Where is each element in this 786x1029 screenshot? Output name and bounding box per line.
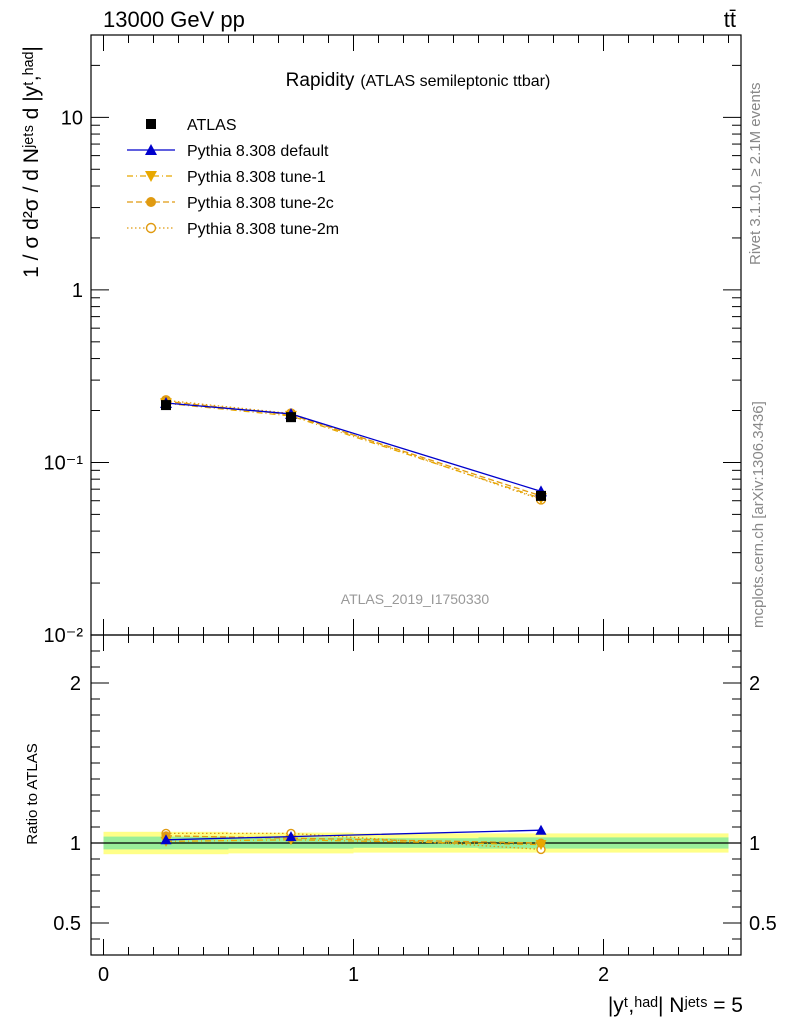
- ratio-y-tick-label-right: 1: [749, 833, 760, 855]
- x-axis-label: |yᵗ,ʰᵃᵈ| Nʲᵉᵗˢ = 5: [608, 994, 743, 1017]
- series-marker: [536, 490, 546, 501]
- main-title: Rapidity (ATLAS semileptonic ttbar): [286, 70, 551, 91]
- ratio-axis-ticks: [91, 635, 741, 955]
- legend-label: ATLAS: [187, 117, 237, 134]
- ratio-y-axis-label: Ratio to ATLAS: [24, 743, 41, 844]
- main-y-tick-label: 1: [72, 280, 83, 302]
- x-tick-label: 0: [98, 964, 109, 986]
- x-tick-label: 2: [598, 964, 609, 986]
- series-marker: [535, 840, 547, 851]
- ratio-y-tick-label-right: 2: [749, 673, 760, 695]
- series-marker: [145, 222, 157, 234]
- mcplots-label: mcplots.cern.ch [arXiv:1306.3436]: [750, 401, 767, 628]
- ratio-panel: 0.5 0.5 1 1 2 2 0 1 2 Ratio to ATLAS |yᵗ,ʰᵃᵈ| Nʲ…: [24, 634, 777, 1017]
- main-y-tick-label: 10⁻¹: [44, 452, 84, 474]
- ratio-frame: [90, 634, 742, 956]
- series-atlas: [161, 400, 546, 501]
- legend-entry: ATLAS: [146, 117, 237, 134]
- ratio-y-tick-label-right: 0.5: [749, 913, 777, 935]
- legend-entry: Pythia 8.308 tune-2m: [127, 221, 339, 238]
- series-pythia-8-308-tune-2m: [160, 395, 547, 505]
- main-subtitle-text: (ATLAS semileptonic ttbar): [360, 73, 550, 90]
- series-line: [165, 400, 542, 497]
- main-axis-ticks: [91, 34, 741, 636]
- series-marker: [146, 119, 156, 129]
- legend-entry: Pythia 8.308 default: [127, 143, 329, 160]
- ratio-y-tick-label-left: 2: [70, 673, 81, 695]
- series-marker: [160, 834, 172, 845]
- main-y-tick-label: 10: [61, 107, 83, 129]
- energy-label: 13000 GeV pp: [103, 7, 245, 32]
- legend-label: Pythia 8.308 tune-1: [187, 169, 326, 186]
- series-marker: [161, 400, 171, 411]
- legend-label: Pythia 8.308 default: [187, 143, 329, 160]
- series-marker: [145, 171, 157, 182]
- ratio-uncertainty-bands: [91, 831, 741, 855]
- ratio-series-line: [165, 839, 542, 846]
- series-pythia-8-308-tune-2c: [161, 396, 546, 501]
- main-panel: 10⁻² 10⁻¹ 1 10 Rapidity (ATLAS semileptonic …: [20, 34, 742, 647]
- series-marker: [146, 197, 156, 207]
- ratio-y-tick-label-left: 0.5: [53, 913, 81, 935]
- legend-entry: Pythia 8.308 tune-1: [127, 169, 326, 186]
- main-y-tick-label: 10⁻²: [44, 625, 84, 647]
- legend-label: Pythia 8.308 tune-2c: [187, 195, 334, 212]
- series-marker: [286, 412, 296, 423]
- series-marker: [535, 824, 547, 835]
- series-line: [165, 402, 542, 499]
- x-tick-label: 1: [348, 964, 359, 986]
- ratio-series-pythia-8-308-default: [160, 824, 547, 845]
- legend-entry: Pythia 8.308 tune-2c: [127, 195, 334, 212]
- ratio-series-line: [165, 835, 542, 844]
- legend: ATLAS Pythia 8.308 default Pythia 8.308 tu…: [127, 117, 339, 238]
- ratio-y-tick-label-left: 1: [70, 833, 81, 855]
- legend-label: Pythia 8.308 tune-2m: [187, 221, 339, 238]
- main-series-layer: [160, 395, 547, 505]
- series-pythia-8-308-tune-1: [160, 398, 547, 505]
- main-y-tick-labels: 10⁻² 10⁻¹ 1 10: [44, 107, 84, 647]
- main-title-text: Rapidity: [286, 70, 355, 91]
- ratio-tick-labels: 0.5 0.5 1 1 2 2 0 1 2: [53, 673, 777, 986]
- ratio-series-layer: [160, 824, 547, 855]
- series-line: [165, 399, 542, 501]
- main-y-axis-label: 1 / σ d²σ / d Nʲᵉᵗˢ d |yᵗ,ʰᵃᵈ|: [20, 46, 43, 278]
- series-marker: [145, 144, 157, 155]
- rivet-label: Rivet 3.1.10, ≥ 2.1M events: [747, 83, 764, 266]
- watermark-label: ATLAS_2019_I1750330: [341, 591, 490, 607]
- series-marker: [285, 831, 297, 842]
- process-label: tt̄: [724, 7, 736, 32]
